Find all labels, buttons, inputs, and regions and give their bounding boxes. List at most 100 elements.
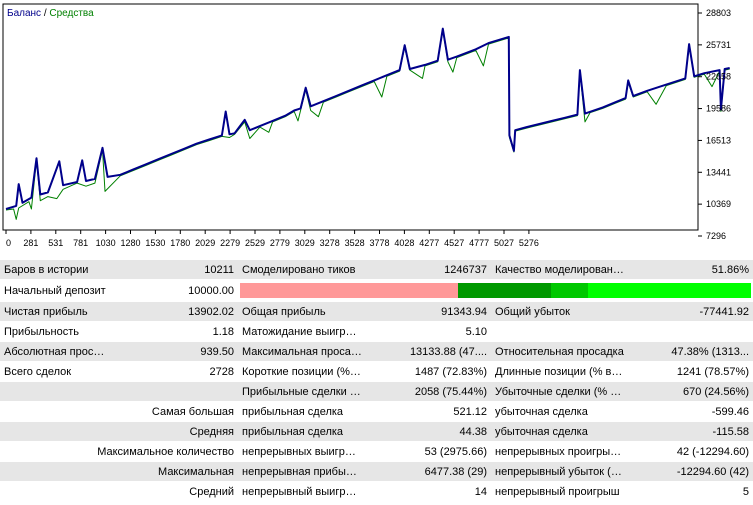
y-tick-label: 25731 bbox=[706, 40, 731, 50]
y-axis: 28803 25731 22658 19586 16513 13441 10369 7296 bbox=[698, 8, 731, 241]
largest-loss-trade-value: -599.46 bbox=[628, 401, 753, 422]
total-trades-value: 2728 bbox=[113, 361, 238, 382]
ticks-modelled-label: Смоделировано тиков bbox=[238, 260, 366, 280]
absolute-drawdown-value: 939.50 bbox=[113, 341, 238, 362]
y-tick-label: 22658 bbox=[706, 72, 731, 82]
maximal-drawdown-label: Максимальная просадка bbox=[238, 341, 366, 362]
x-tick-label: 3029 bbox=[295, 238, 315, 248]
report-row: Прибыльные сделки (% о... 2058 (75.44%) … bbox=[0, 381, 753, 402]
x-tick-label: 0 bbox=[6, 238, 11, 248]
legend-equity: Средства bbox=[49, 8, 94, 19]
report-row: Средний непрерывный выигрыш 14 непрерывн… bbox=[0, 481, 753, 502]
y-tick-label: 7296 bbox=[706, 231, 726, 241]
max-consecutive-loss-label: непрерывный убыток (чи... bbox=[491, 461, 628, 482]
quality-bar-mid-segment bbox=[550, 283, 589, 298]
x-tick-label: 2529 bbox=[245, 238, 265, 248]
loss-trades-label: Убыточные сделки (% от... bbox=[491, 381, 628, 402]
initial-deposit-value: 10000.00 bbox=[113, 279, 238, 302]
x-tick-label: 5027 bbox=[494, 238, 514, 248]
report-row: Максимальная непрерывная прибыль (ч... 6… bbox=[0, 461, 753, 482]
gross-profit-label: Общая прибыль bbox=[238, 301, 366, 322]
bars-in-history-value: 10211 bbox=[113, 260, 238, 280]
max-consecutive-profit-label: непрерывная прибыль (ч... bbox=[238, 461, 366, 482]
report-row: Абсолютная просадка 939.50 Максимальная … bbox=[0, 341, 753, 362]
report-row: Прибыльность 1.18 Матожидание выигрыша 5… bbox=[0, 321, 753, 342]
report-row: Баров в истории 10211 Смоделировано тико… bbox=[0, 260, 753, 280]
max-consecutive-loss-value: -12294.60 (42) bbox=[628, 461, 753, 482]
x-tick-label: 531 bbox=[48, 238, 63, 248]
report-row: Начальный депозит 10000.00 bbox=[0, 279, 753, 302]
report-row: Максимальное количество непрерывных выиг… bbox=[0, 441, 753, 462]
x-tick-label: 1530 bbox=[145, 238, 165, 248]
avg-consecutive-losses-value: 5 bbox=[628, 481, 753, 502]
x-tick-label: 1780 bbox=[170, 238, 190, 248]
x-tick-label: 1030 bbox=[96, 238, 116, 248]
report-row: Самая большая прибыльная сделка 521.12 у… bbox=[0, 401, 753, 422]
plot-area bbox=[2, 3, 699, 231]
short-positions-value: 1487 (72.83%) bbox=[366, 361, 491, 382]
report-row: Средняя прибыльная сделка 44.38 убыточна… bbox=[0, 421, 753, 442]
relative-drawdown-value: 47.38% (1313... bbox=[628, 341, 753, 362]
average-consecutive-label: Средний bbox=[0, 481, 238, 502]
balance-equity-chart: Баланс / Средства 0 281 531 781 1030 1280 1530… bbox=[2, 3, 731, 248]
report-row: Всего сделок 2728 Короткие позиции (% вы… bbox=[0, 361, 753, 382]
y-tick-label: 10369 bbox=[706, 199, 731, 209]
bars-in-history-label: Баров в истории bbox=[0, 260, 113, 280]
legend-balance: Баланс bbox=[7, 8, 41, 19]
legend-separator: / bbox=[41, 8, 49, 19]
x-tick-label: 3528 bbox=[345, 238, 365, 248]
average-profit-trade-label: прибыльная сделка bbox=[238, 421, 366, 442]
max-consecutive-wins-value: 53 (2975.66) bbox=[366, 441, 491, 462]
avg-consecutive-wins-value: 14 bbox=[366, 481, 491, 502]
long-positions-label: Длинные позиции (% вы... bbox=[491, 361, 628, 382]
maximal-drawdown-value: 13133.88 (47.... bbox=[366, 341, 491, 362]
x-tick-label: 1280 bbox=[120, 238, 140, 248]
long-positions-value: 1241 (78.57%) bbox=[628, 361, 753, 382]
x-tick-label: 3278 bbox=[320, 238, 340, 248]
max-consecutive-losses-label: непрерывных проигрыше... bbox=[491, 441, 628, 462]
report-row: Чистая прибыль 13902.02 Общая прибыль 91… bbox=[0, 301, 753, 322]
modelling-quality-label: Качество моделирования bbox=[491, 260, 628, 280]
legend: Баланс / Средства bbox=[7, 8, 94, 19]
x-axis: 0 281 531 781 1030 1280 1530 1780 2029 2279 2529 27… bbox=[5, 230, 539, 248]
absolute-drawdown-label: Абсолютная просадка bbox=[0, 341, 113, 362]
expected-payoff-label: Матожидание выигрыша bbox=[238, 321, 366, 342]
average-label: Средняя bbox=[0, 421, 238, 442]
quality-bar-pink-segment bbox=[240, 283, 458, 298]
gross-profit-value: 91343.94 bbox=[366, 301, 491, 322]
profit-trades-value: 2058 (75.44%) bbox=[366, 381, 491, 402]
expected-payoff-value: 5.10 bbox=[366, 321, 491, 342]
balance-line bbox=[5, 27, 730, 210]
x-tick-label: 781 bbox=[73, 238, 88, 248]
x-tick-label: 2779 bbox=[270, 238, 290, 248]
y-tick-label: 16513 bbox=[706, 135, 731, 145]
x-tick-label: 281 bbox=[23, 238, 38, 248]
short-positions-label: Короткие позиции (% вы... bbox=[238, 361, 366, 382]
x-tick-label: 5276 bbox=[519, 238, 539, 248]
y-tick-label: 28803 bbox=[706, 8, 731, 18]
maximal-label: Максимальная bbox=[0, 461, 238, 482]
initial-deposit-label: Начальный депозит bbox=[0, 279, 113, 302]
loss-trades-value: 670 (24.56%) bbox=[628, 381, 753, 402]
net-profit-value: 13902.02 bbox=[113, 301, 238, 322]
ticks-modelled-value: 1246737 bbox=[366, 260, 491, 280]
report-table: Баров в истории 10211 Смоделировано тико… bbox=[0, 260, 753, 502]
largest-label: Самая большая bbox=[0, 401, 238, 422]
quality-bar-dark-segment bbox=[457, 283, 551, 298]
average-profit-trade-value: 44.38 bbox=[366, 421, 491, 442]
profit-factor-label: Прибыльность bbox=[0, 321, 113, 342]
profit-factor-value: 1.18 bbox=[113, 321, 238, 342]
gross-loss-value: -77441.92 bbox=[628, 301, 753, 322]
average-loss-trade-value: -115.58 bbox=[628, 421, 753, 442]
avg-consecutive-losses-label: непрерывный проигрыш bbox=[491, 481, 628, 502]
quality-bar-bright-segment bbox=[588, 283, 751, 298]
plot-lines bbox=[5, 27, 730, 220]
x-tick-label: 4777 bbox=[469, 238, 489, 248]
gross-loss-label: Общий убыток bbox=[491, 301, 628, 322]
average-loss-trade-label: убыточная сделка bbox=[491, 421, 628, 442]
largest-profit-trade-label: прибыльная сделка bbox=[238, 401, 366, 422]
modelling-quality-value: 51.86% bbox=[628, 260, 753, 280]
x-tick-label: 4028 bbox=[394, 238, 414, 248]
max-consecutive-wins-label: непрерывных выигрыше... bbox=[238, 441, 366, 462]
x-tick-label: 2029 bbox=[195, 238, 215, 248]
